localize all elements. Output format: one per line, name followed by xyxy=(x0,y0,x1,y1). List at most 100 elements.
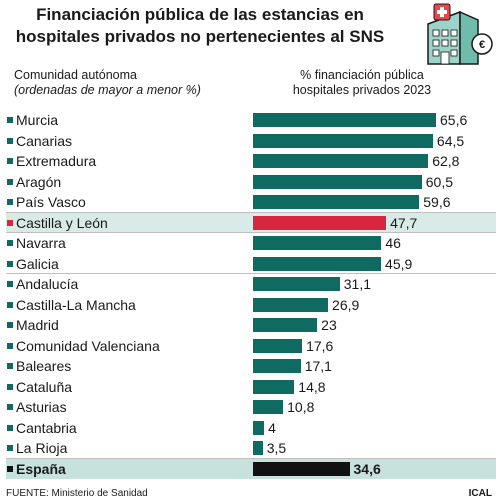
row-bullet xyxy=(7,117,13,123)
svg-text:€: € xyxy=(479,39,485,51)
category-label: La Rioja xyxy=(16,440,68,456)
data-label: 3,5 xyxy=(266,440,287,456)
bar xyxy=(253,338,303,353)
category-axis-label: Comunidad autónoma xyxy=(14,68,137,82)
bar xyxy=(253,379,295,394)
data-label: 62,8 xyxy=(432,153,460,169)
data-label: 17,6 xyxy=(306,337,334,354)
value-axis-label-line-1: % financiación pública xyxy=(300,68,424,82)
data-label: 46 xyxy=(385,235,401,251)
row-bullet xyxy=(7,137,13,144)
bar xyxy=(253,461,350,476)
bar-row: Galicia 45,9 xyxy=(6,254,496,274)
category-label: Asturias xyxy=(16,399,67,415)
bar xyxy=(253,133,433,148)
data-label: 47,7 xyxy=(390,214,418,231)
bar-row: Castilla y León 47,7 xyxy=(6,212,496,233)
category-label: Canarias xyxy=(16,132,73,149)
row-bullet xyxy=(7,363,13,369)
bar-row: Canarias 64,5 xyxy=(6,131,496,151)
bar xyxy=(253,174,422,189)
bar-row: Asturias 10,8 xyxy=(6,397,496,417)
category-label: Madrid xyxy=(16,317,59,333)
data-label: 65,6 xyxy=(440,112,468,128)
row-bullet xyxy=(7,178,13,185)
credit-label: ICAL xyxy=(468,488,492,499)
category-label: Andalucía xyxy=(16,276,79,292)
category-label: Cataluña xyxy=(16,378,73,395)
row-separator xyxy=(6,273,496,274)
bar xyxy=(253,113,436,127)
row-separator xyxy=(6,457,496,459)
row-separator xyxy=(6,211,496,213)
row-bullet xyxy=(7,445,13,451)
category-axis-sublabel: (ordenadas de mayor a menor %) xyxy=(14,83,201,97)
bar xyxy=(253,256,382,271)
bar-row: Murcia 65,6 xyxy=(6,110,496,130)
data-label: 64,5 xyxy=(436,132,465,149)
category-label: Castilla-La Mancha xyxy=(16,296,136,313)
data-label: 26,9 xyxy=(332,296,360,313)
row-bullet xyxy=(7,281,13,287)
category-label: Aragón xyxy=(16,173,62,190)
row-bullet xyxy=(7,260,13,267)
chart-title-line-2: hospitales privados no pertenecientes al… xyxy=(15,27,385,46)
category-label: Extremadura xyxy=(16,153,97,169)
data-label: 59,6 xyxy=(423,194,451,210)
bar-row: Cantabria 4 xyxy=(6,418,496,438)
bar-row: Baleares 17,1 xyxy=(6,356,496,376)
bar-row: Navarra 46 xyxy=(6,233,496,253)
bar-row: Extremadura 62,8 xyxy=(6,151,496,171)
data-label: 10,8 xyxy=(287,399,315,415)
bar-row: País Vasco 59,6 xyxy=(6,192,496,212)
row-bullet xyxy=(7,383,13,390)
row-bullet xyxy=(7,219,13,226)
bar-row: Comunidad Valenciana 17,6 xyxy=(6,336,496,356)
data-label: 17,1 xyxy=(304,358,332,374)
category-label: Cantabria xyxy=(16,419,77,436)
bar-row: La Rioja 3,5 xyxy=(6,438,496,458)
data-label: 31,1 xyxy=(343,276,371,292)
category-label: Navarra xyxy=(16,235,66,251)
data-label: 45,9 xyxy=(385,255,413,272)
bar xyxy=(253,441,263,455)
category-axis-header: Comunidad autónoma (ordenadas de mayor a… xyxy=(14,68,201,98)
bar-row: Castilla-La Mancha 26,9 xyxy=(6,295,496,315)
value-axis-header: % financiación pública hospitales privad… xyxy=(262,68,462,98)
category-label: Baleares xyxy=(16,358,72,374)
bar xyxy=(253,236,382,250)
data-label: 60,5 xyxy=(425,173,454,190)
row-bullet xyxy=(7,342,13,349)
total-row: España 34,6 xyxy=(6,458,496,479)
hospital-building-icon: € xyxy=(427,3,493,65)
data-label: 23 xyxy=(321,317,337,333)
bar-row: Andalucía 31,1 xyxy=(6,274,496,294)
bar xyxy=(253,154,429,168)
source-note: FUENTE: Ministerio de Sanidad xyxy=(6,488,148,499)
bar-row: Madrid 23 xyxy=(6,315,496,335)
chart-title-line-1: Financiación pública de las estancias en xyxy=(36,5,364,24)
data-label: 34,6 xyxy=(353,460,381,477)
row-bullet xyxy=(7,424,13,431)
bar xyxy=(253,195,420,209)
category-label: País Vasco xyxy=(16,194,86,210)
data-label: 4 xyxy=(268,419,276,436)
row-bullet xyxy=(7,158,13,164)
bar xyxy=(253,215,387,230)
bar-row: Cataluña 14,8 xyxy=(6,377,496,397)
category-label: Castilla y León xyxy=(16,214,108,231)
bar xyxy=(253,400,284,414)
bar xyxy=(253,318,318,332)
row-bullet xyxy=(7,465,13,472)
category-label: Murcia xyxy=(16,112,59,128)
row-bullet xyxy=(7,301,13,308)
category-label: España xyxy=(16,460,66,477)
category-label: Comunidad Valenciana xyxy=(16,337,160,354)
bar xyxy=(253,297,329,312)
bar xyxy=(253,359,301,373)
data-label: 14,8 xyxy=(298,378,326,395)
category-label: Galicia xyxy=(16,255,59,272)
chart-title: Financiación pública de las estancias en… xyxy=(0,4,400,48)
row-bullet xyxy=(7,240,13,246)
row-bullet xyxy=(7,199,13,205)
